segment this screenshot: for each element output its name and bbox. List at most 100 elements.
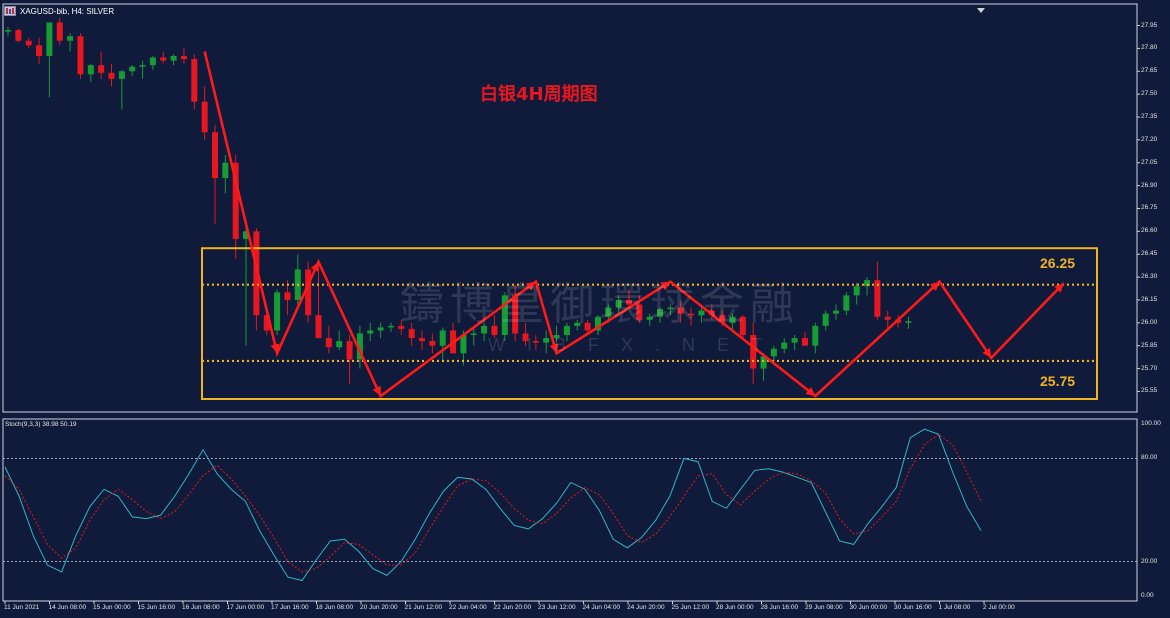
- chart-header: XAGUSD-bib, H4: SILVER: [4, 4, 114, 18]
- triangle-down-icon[interactable]: [977, 0, 985, 13]
- price-tick-label: 26.75: [1141, 204, 1158, 212]
- candle-body: [325, 338, 332, 348]
- time-tick-label: 20 Jun 20:00: [360, 604, 398, 611]
- candle-body: [791, 338, 798, 343]
- zigzag-arrowhead: [982, 347, 992, 358]
- stoch-main-line: [4, 428, 982, 582]
- time-tick-label: 29 Jun 08:00: [805, 604, 843, 611]
- candle-body: [801, 338, 808, 346]
- candle-body: [853, 286, 860, 296]
- candle-body: [739, 316, 746, 336]
- candle-body: [698, 310, 705, 316]
- candle-body: [605, 307, 612, 317]
- price-tick-label: 26.00: [1141, 318, 1158, 326]
- candle-body: [522, 333, 529, 342]
- candle-body: [5, 30, 11, 32]
- zigzag-annotation: [203, 51, 1065, 398]
- candle-body: [781, 342, 788, 349]
- price-tick-label: 27.05: [1141, 158, 1158, 166]
- candle-body: [884, 316, 891, 320]
- stochastic-panel-frame: [2, 418, 1138, 602]
- candle-body: [481, 325, 488, 334]
- chart-window-icon[interactable]: [4, 6, 16, 16]
- stoch-tick-label: 20.00: [1141, 557, 1158, 565]
- price-tick-label: 26.30: [1141, 273, 1158, 281]
- candle-body: [191, 59, 198, 102]
- time-tick-label: 25 Jun 12:00: [671, 604, 710, 611]
- time-tick-label: 16 Jun 08:00: [182, 604, 220, 611]
- time-tick-label: 22 Jun 20:00: [493, 604, 532, 611]
- candle-body: [615, 299, 622, 308]
- zigzag-arrowhead: [270, 343, 280, 354]
- time-tick-label: 28 Jun 16:00: [760, 604, 799, 611]
- candle-body: [626, 299, 632, 305]
- price-tick-label: 27.80: [1141, 44, 1158, 52]
- candle-body: [460, 335, 467, 354]
- candle-body: [677, 307, 684, 314]
- candle-body: [180, 56, 187, 60]
- candle-body: [398, 325, 405, 329]
- zigzag-arrowhead: [929, 281, 940, 292]
- time-tick-label: 17 Jun 16:00: [271, 604, 309, 611]
- time-tick-label: 23 Jun 12:00: [538, 604, 576, 611]
- candle-body: [274, 292, 281, 331]
- time-tick-label: 24 Jun 20:00: [627, 604, 665, 611]
- candle-body: [439, 330, 446, 346]
- candle-body: [501, 295, 508, 336]
- candle-body: [905, 321, 912, 323]
- price-tick-label: 27.65: [1141, 67, 1158, 75]
- support-label: 25.75: [1040, 373, 1076, 389]
- candle-body: [667, 307, 674, 310]
- candle-body: [408, 328, 415, 339]
- candle-body: [729, 316, 736, 323]
- candle-body: [243, 231, 250, 239]
- stoch-tick-label: 80.00: [1141, 454, 1158, 462]
- price-tick-label: 26.45: [1141, 250, 1158, 258]
- candle-body: [470, 333, 477, 336]
- time-tick-label: 1 Jul 08:00: [938, 604, 971, 611]
- time-tick-label: 18 Jun 08:00: [315, 604, 354, 611]
- time-tick-label: 15 Jun 00:00: [93, 604, 131, 611]
- candle-body: [56, 22, 63, 41]
- candle-body: [543, 338, 550, 343]
- price-tick-label: 27.95: [1141, 21, 1158, 29]
- stochastic-plot: [4, 428, 982, 582]
- price-candles: [5, 17, 912, 384]
- candle-body: [129, 66, 136, 72]
- candle-body: [46, 22, 53, 57]
- price-tick-label: 26.15: [1141, 295, 1158, 303]
- candle-body: [87, 65, 94, 75]
- candle-body: [284, 292, 291, 300]
- candle-body: [108, 72, 115, 79]
- candle-body: [760, 356, 767, 369]
- price-tick-label: 25.85: [1141, 341, 1158, 349]
- price-tick-label: 27.50: [1141, 90, 1158, 98]
- watermark-subtext: WIBFX.NET: [488, 335, 784, 355]
- candle-body: [170, 56, 177, 61]
- time-tick-label: 21 Jun 12:00: [404, 604, 443, 611]
- candle-body: [512, 295, 519, 334]
- candle-body: [356, 333, 363, 360]
- candle-body: [553, 335, 560, 339]
- candle-body: [864, 280, 871, 287]
- time-tick-label: 30 Jun 16:00: [894, 604, 932, 611]
- range-box-outline: [201, 247, 1098, 400]
- candle-body: [429, 341, 436, 346]
- candle-body: [822, 313, 829, 326]
- time-tick-label: 17 Jun 00:00: [226, 604, 265, 611]
- candle-body: [160, 57, 167, 61]
- stoch-tick-label: 0.00: [1141, 592, 1154, 599]
- candle-body: [377, 327, 384, 331]
- candle-body: [636, 304, 643, 320]
- price-tick-label: 25.70: [1141, 364, 1158, 372]
- candle-body: [563, 325, 570, 336]
- candle-body: [750, 335, 757, 369]
- candle-body: [263, 315, 270, 331]
- candle-body: [419, 338, 425, 342]
- candle-body: [833, 310, 839, 314]
- candle-body: [574, 322, 581, 326]
- price-tick-label: 26.90: [1141, 181, 1158, 189]
- zigzag-arrowhead: [525, 281, 536, 291]
